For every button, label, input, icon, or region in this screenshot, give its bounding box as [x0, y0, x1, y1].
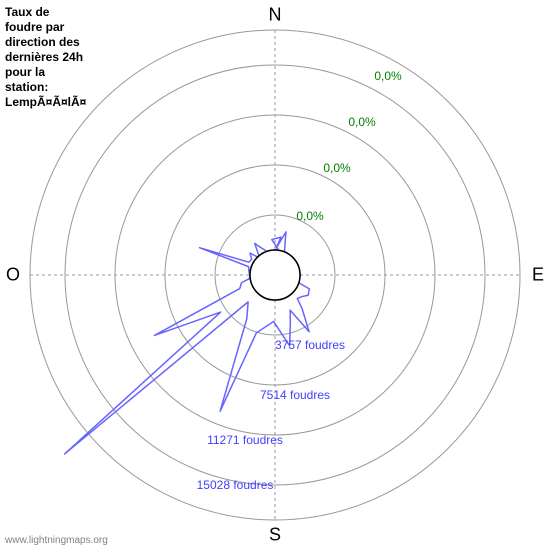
percentage-label: 0,0% [374, 69, 401, 83]
cardinal-label: N [269, 5, 282, 26]
title-line: direction des [5, 35, 86, 50]
title-line: LempÃ¤Ã¤lÃ¤ [5, 95, 86, 110]
percentage-label: 0,0% [323, 161, 350, 175]
chart-title: Taux defoudre pardirection desdernières … [5, 5, 86, 110]
radial-count-label: 7514 foudres [260, 388, 330, 402]
percentage-label: 0,0% [348, 115, 375, 129]
inner-circle [250, 250, 300, 300]
title-line: station: [5, 80, 86, 95]
title-line: Taux de [5, 5, 86, 20]
title-line: foudre par [5, 20, 86, 35]
title-line: pour la [5, 65, 86, 80]
cardinal-label: E [532, 265, 544, 286]
cardinal-label: S [269, 525, 281, 546]
cardinal-label: O [6, 265, 20, 286]
footer-credit: www.lightningmaps.org [5, 535, 108, 546]
percentage-label: 0,0% [296, 209, 323, 223]
radial-count-label: 3757 foudres [275, 338, 345, 352]
title-line: dernières 24h [5, 50, 86, 65]
radial-count-label: 15028 foudres [197, 478, 274, 492]
radial-count-label: 11271 foudres [207, 433, 283, 447]
polar-rose-chart: Taux defoudre pardirection desdernières … [0, 0, 550, 550]
